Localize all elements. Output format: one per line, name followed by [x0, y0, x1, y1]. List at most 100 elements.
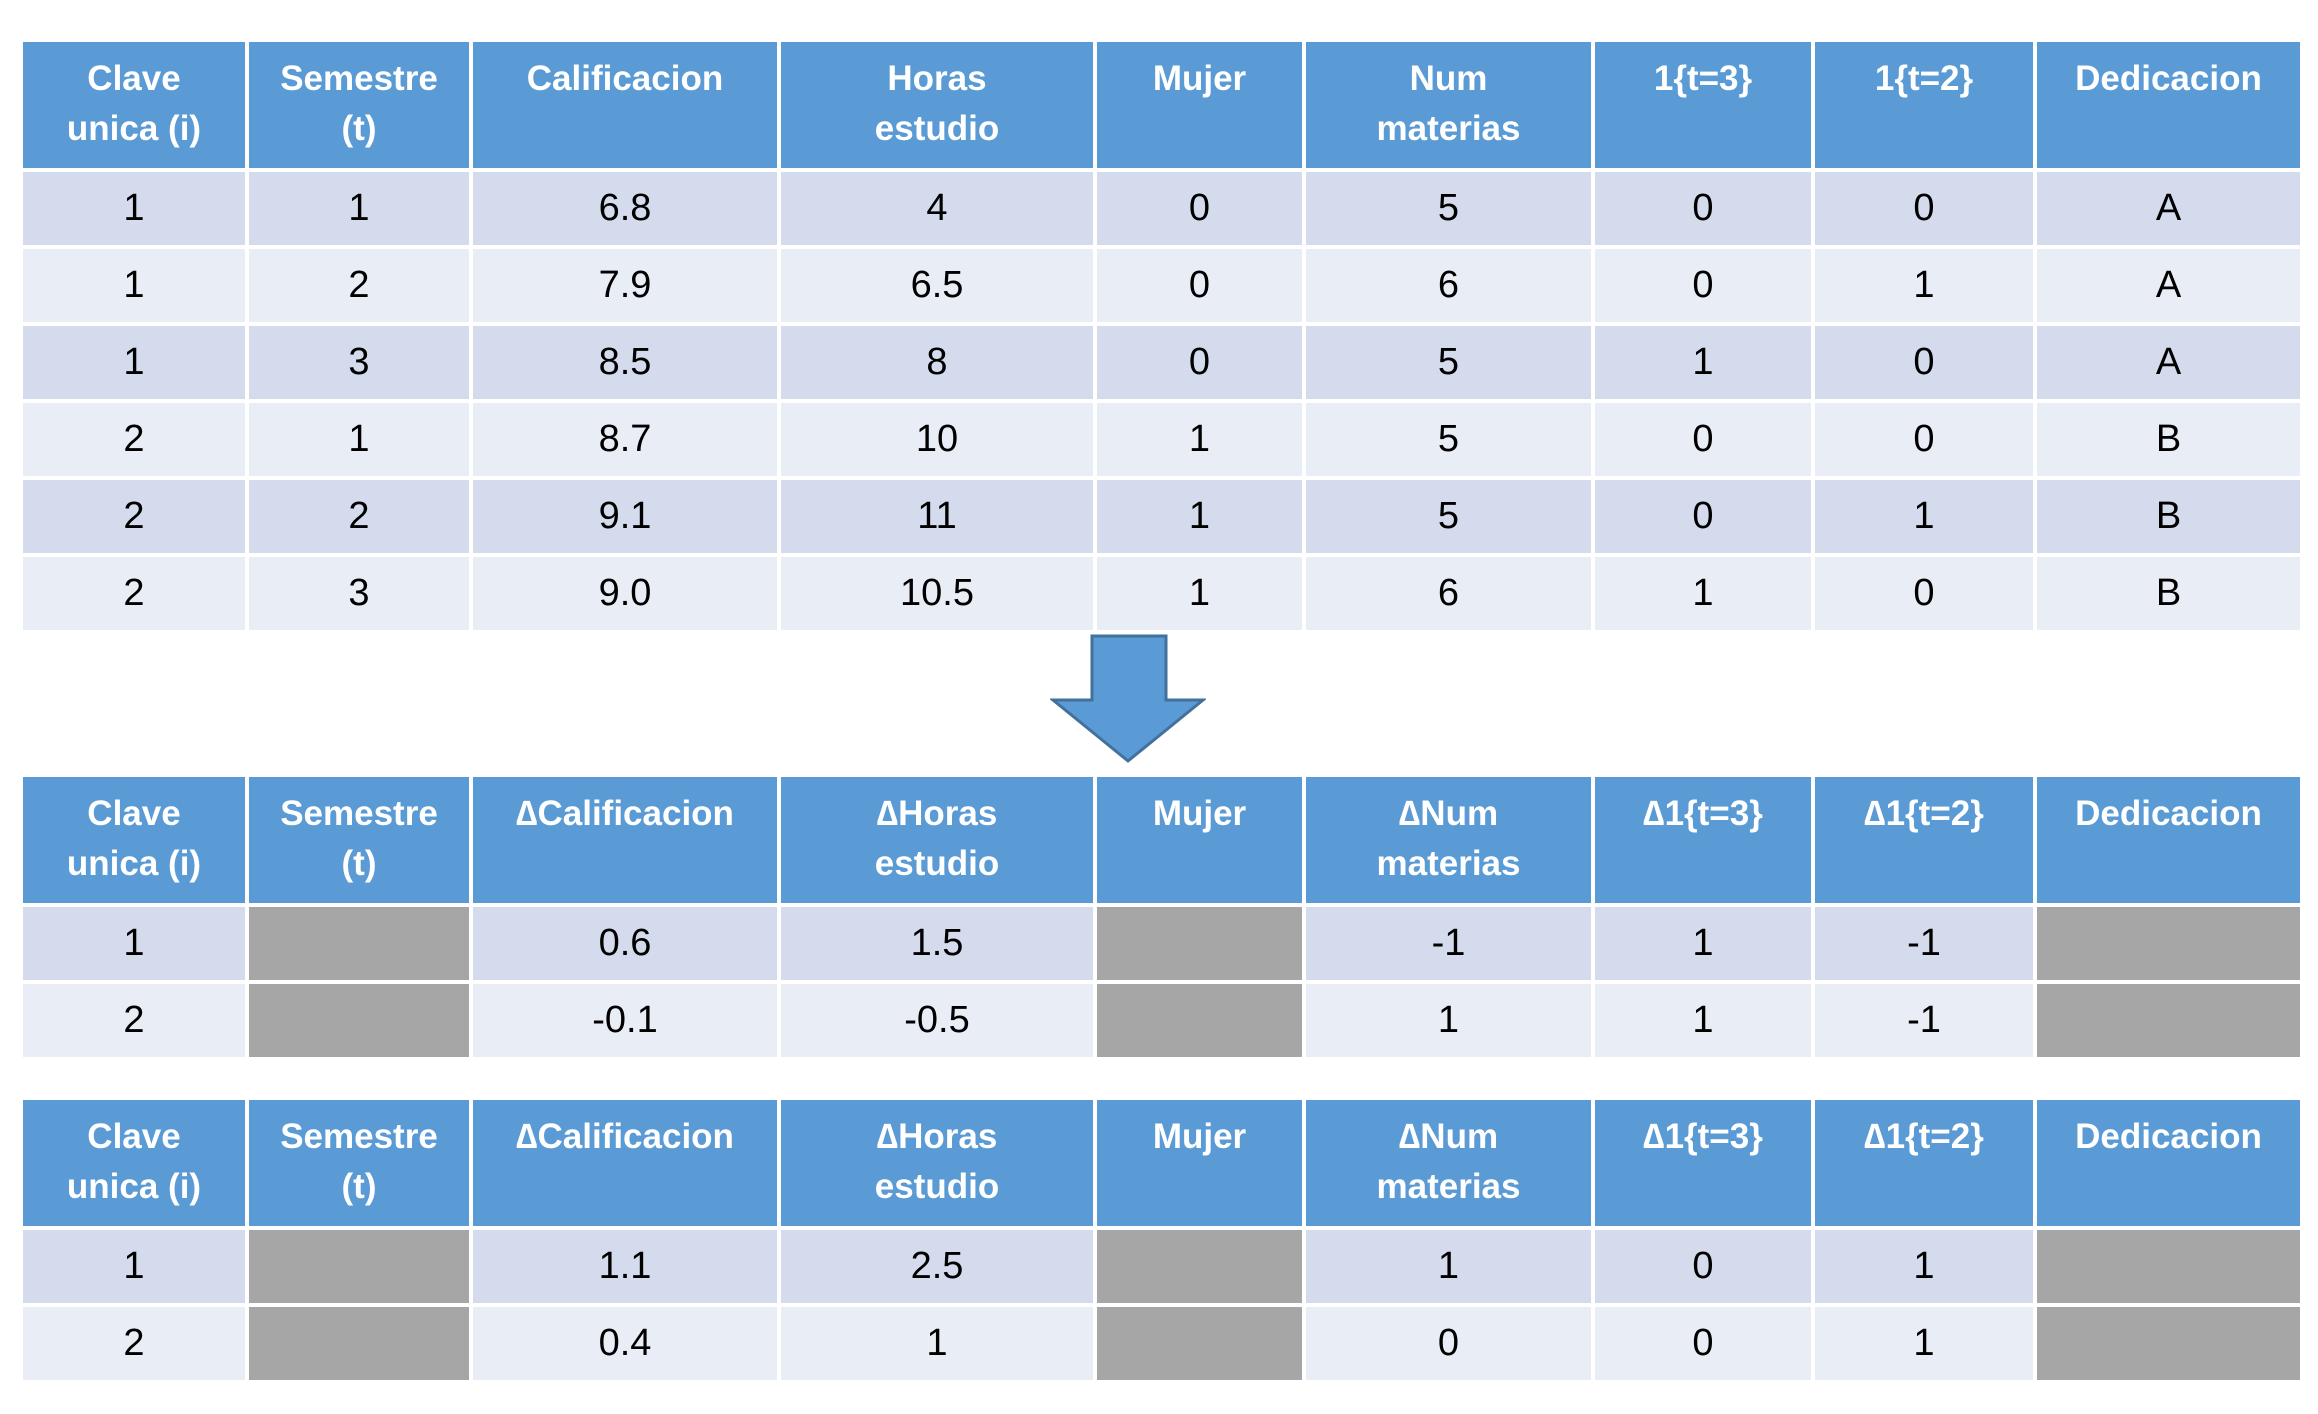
header-row: Clave unica (i) Semestre (t) Calificacion H…: [23, 42, 2300, 168]
data-cell: -0.5: [781, 984, 1093, 1057]
data-cell: 6: [1306, 557, 1591, 630]
data-cell: 1: [23, 907, 245, 980]
data-cell: 0: [1815, 326, 2033, 399]
column-header: ∆Horas estudio: [781, 1100, 1093, 1226]
column-header: Clave unica (i): [23, 1100, 245, 1226]
data-cell: 0: [1097, 172, 1302, 245]
data-cell: 1: [23, 249, 245, 322]
table-row: 2 2 9.1 11 1 5 0 1 B: [23, 480, 2300, 553]
data-cell: 1: [249, 172, 469, 245]
column-header: Semestre (t): [249, 777, 469, 903]
data-cell: 0.4: [473, 1307, 777, 1380]
header-row: Clave unica (i) Semestre (t) ∆Calificacion…: [23, 1100, 2300, 1226]
data-cell: 8.7: [473, 403, 777, 476]
column-header: ∆Num materias: [1306, 1100, 1591, 1226]
data-cell: 0: [1815, 557, 2033, 630]
masked-cell: [1097, 1307, 1302, 1380]
data-cell: 6.5: [781, 249, 1093, 322]
data-cell: A: [2037, 249, 2300, 322]
table-row: 1 1.1 2.5 1 0 1: [23, 1230, 2300, 1303]
data-cell: -0.1: [473, 984, 777, 1057]
data-cell: 1: [781, 1307, 1093, 1380]
data-cell: -1: [1815, 984, 2033, 1057]
data-cell: 2: [249, 249, 469, 322]
data-cell: 2: [249, 480, 469, 553]
data-cell: 1: [23, 172, 245, 245]
data-cell: 8: [781, 326, 1093, 399]
masked-cell: [249, 1307, 469, 1380]
data-cell: 0: [1097, 249, 1302, 322]
data-cell: B: [2037, 480, 2300, 553]
data-cell: 6: [1306, 249, 1591, 322]
data-cell: 0: [1097, 326, 1302, 399]
data-cell: 1.1: [473, 1230, 777, 1303]
data-cell: 0: [1306, 1307, 1591, 1380]
data-cell: 2: [23, 557, 245, 630]
column-header: Mujer: [1097, 42, 1302, 168]
data-cell: 1: [23, 1230, 245, 1303]
data-cell: 2: [23, 403, 245, 476]
data-cell: 10.5: [781, 557, 1093, 630]
table-row: 1 3 8.5 8 0 5 1 0 A: [23, 326, 2300, 399]
column-header: Clave unica (i): [23, 777, 245, 903]
data-cell: 0: [1595, 403, 1811, 476]
data-cell: 1: [1815, 1307, 2033, 1380]
data-cell: 0.6: [473, 907, 777, 980]
masked-cell: [2037, 907, 2300, 980]
data-cell: 0: [1595, 1230, 1811, 1303]
data-cell: 2.5: [781, 1230, 1093, 1303]
data-cell: 0: [1595, 480, 1811, 553]
data-cell: 3: [249, 557, 469, 630]
data-cell: -1: [1306, 907, 1591, 980]
data-cell: 5: [1306, 172, 1591, 245]
masked-cell: [1097, 907, 1302, 980]
column-header: Dedicacion: [2037, 777, 2300, 903]
column-header: Mujer: [1097, 1100, 1302, 1226]
data-cell: 0: [1815, 172, 2033, 245]
data-cell: 1: [1306, 984, 1591, 1057]
data-cell: 1: [1097, 403, 1302, 476]
masked-cell: [1097, 984, 1302, 1057]
column-header: ∆1{t=2}: [1815, 1100, 2033, 1226]
data-cell: 1: [1595, 907, 1811, 980]
table-row: 2 3 9.0 10.5 1 6 1 0 B: [23, 557, 2300, 630]
data-cell: A: [2037, 172, 2300, 245]
data-cell: 0: [1595, 1307, 1811, 1380]
table-row: 2 1 8.7 10 1 5 0 0 B: [23, 403, 2300, 476]
column-header: ∆Num materias: [1306, 777, 1591, 903]
data-cell: 0: [1595, 249, 1811, 322]
column-header: Clave unica (i): [23, 42, 245, 168]
table-row: 1 2 7.9 6.5 0 6 0 1 A: [23, 249, 2300, 322]
data-cell: 0: [1815, 403, 2033, 476]
column-header: Horas estudio: [781, 42, 1093, 168]
column-header: Calificacion: [473, 42, 777, 168]
column-header: Semestre (t): [249, 42, 469, 168]
masked-cell: [2037, 1307, 2300, 1380]
masked-cell: [2037, 984, 2300, 1057]
first-difference-table-2: Clave unica (i) Semestre (t) ∆Calificacion…: [19, 1096, 2304, 1384]
column-header: ∆Horas estudio: [781, 777, 1093, 903]
column-header: 1{t=3}: [1595, 42, 1811, 168]
data-cell: 1: [23, 326, 245, 399]
data-cell: 3: [249, 326, 469, 399]
data-cell: 0: [1595, 172, 1811, 245]
masked-cell: [249, 984, 469, 1057]
data-cell: 1: [1306, 1230, 1591, 1303]
column-header: ∆1{t=2}: [1815, 777, 2033, 903]
data-cell: 5: [1306, 326, 1591, 399]
data-cell: 5: [1306, 480, 1591, 553]
data-cell: 2: [23, 1307, 245, 1380]
data-cell: 11: [781, 480, 1093, 553]
data-cell: 1: [1815, 480, 2033, 553]
data-cell: 9.1: [473, 480, 777, 553]
column-header: Mujer: [1097, 777, 1302, 903]
column-header: ∆1{t=3}: [1595, 1100, 1811, 1226]
column-header: ∆1{t=3}: [1595, 777, 1811, 903]
table-row: 1 1 6.8 4 0 5 0 0 A: [23, 172, 2300, 245]
column-header: ∆Calificacion: [473, 1100, 777, 1226]
header-row: Clave unica (i) Semestre (t) ∆Calificacion…: [23, 777, 2300, 903]
data-cell: A: [2037, 326, 2300, 399]
down-arrow-icon: [1050, 634, 1206, 763]
data-cell: 1: [1815, 249, 2033, 322]
